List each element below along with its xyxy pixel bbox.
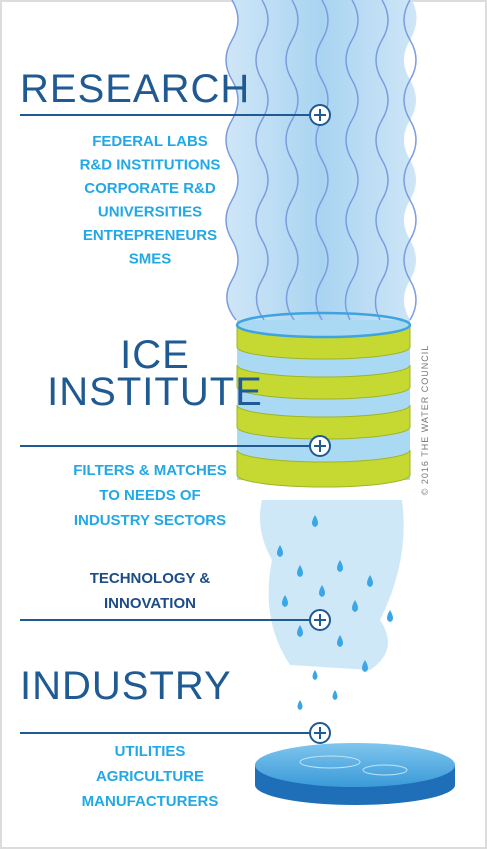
ice-title: ICE [120, 333, 190, 377]
research-item: FEDERAL LABS [92, 133, 208, 150]
industry-item: AGRICULTURE [96, 768, 204, 785]
connectors [20, 104, 331, 744]
technology-item: INNOVATION [104, 595, 196, 612]
research-item: ENTREPRENEURS [83, 227, 217, 244]
research-item: R&D INSTITUTIONS [80, 157, 221, 174]
filter-stack [235, 311, 412, 488]
water-column [225, 0, 417, 321]
research-item: SMES [129, 251, 172, 268]
industry-item: MANUFACTURERS [82, 793, 219, 810]
ice-item: FILTERS & MATCHES [73, 462, 227, 479]
research-item: CORPORATE R&D [84, 180, 216, 197]
technology-item: TECHNOLOGY & [90, 570, 211, 587]
droplets [259, 500, 404, 710]
basin [255, 743, 455, 805]
ice-title: INSTITUTE [47, 370, 263, 414]
research-item: UNIVERSITIES [98, 204, 202, 221]
industry-title: INDUSTRY [20, 664, 232, 708]
industry-item: UTILITIES [115, 743, 186, 760]
credit: © 2016 THE WATER COUNCIL [420, 345, 430, 496]
research-title: RESEARCH [20, 67, 250, 111]
ice-item: TO NEEDS OF [99, 487, 200, 504]
ice-item: INDUSTRY SECTORS [74, 512, 226, 529]
